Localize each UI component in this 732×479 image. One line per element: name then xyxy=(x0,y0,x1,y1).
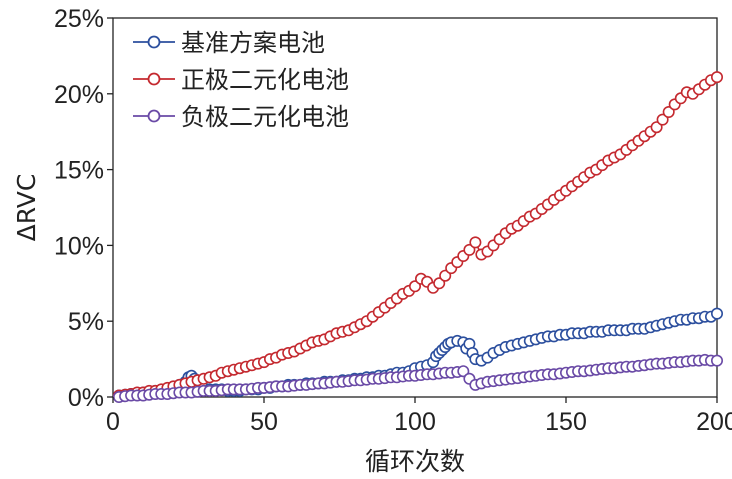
legend-label: 负极二元化电池 xyxy=(181,103,349,131)
data-point xyxy=(650,121,663,134)
x-tick-label: 200 xyxy=(696,408,732,436)
data-point xyxy=(457,365,470,378)
legend-entry: 基准方案电池 xyxy=(133,29,325,57)
y-tick-label: 25% xyxy=(54,5,104,33)
data-marks xyxy=(113,71,723,403)
data-point xyxy=(439,269,452,282)
x-tick-label: 50 xyxy=(250,408,278,436)
x-tick-label: 100 xyxy=(394,408,436,436)
x-axis-title: 循环次数 xyxy=(365,447,465,476)
data-point xyxy=(710,307,723,320)
x-tick-label: 0 xyxy=(106,408,120,436)
data-point xyxy=(662,106,675,119)
legend-marker xyxy=(147,35,161,49)
data-point xyxy=(469,236,482,249)
axes: 0 50 100 150 200 0% 5% 10% 15% 20% 25% xyxy=(54,5,732,436)
legend-label: 正极二元化电池 xyxy=(181,66,349,94)
legend-label: 基准方案电池 xyxy=(181,29,325,57)
series-2 xyxy=(113,353,723,403)
y-tick-label: 15% xyxy=(54,157,104,185)
legend-entry: 负极二元化电池 xyxy=(133,103,349,131)
y-axis-title: ΔRVC xyxy=(12,174,41,242)
legend-marker xyxy=(147,72,161,86)
y-tick-label: 10% xyxy=(54,232,104,260)
data-point xyxy=(710,71,723,84)
y-tick-label: 0% xyxy=(68,384,104,412)
data-point xyxy=(433,277,446,290)
legend-marker xyxy=(147,109,161,123)
y-tick-label: 20% xyxy=(54,81,104,109)
legend-entry: 正极二元化电池 xyxy=(133,66,349,94)
data-point xyxy=(710,354,723,367)
y-tick-label: 5% xyxy=(68,308,104,336)
data-point xyxy=(656,113,669,126)
x-tick-label: 150 xyxy=(545,408,587,436)
